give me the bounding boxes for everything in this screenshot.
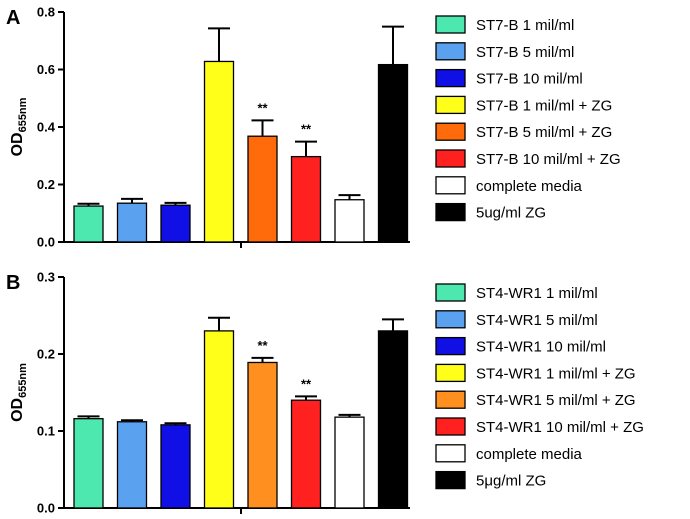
legend-swatch [435,310,466,329]
y-tick-label: 0.2 [37,347,55,362]
y-tick-label: 0.0 [37,235,55,250]
legend-label: ST7-B 10 mil/ml + ZG [476,151,621,168]
legend-swatch [435,68,466,88]
legend-label: ST7-B 10 mil/ml [476,71,583,88]
bar [160,424,191,509]
legend-swatch [435,444,466,463]
bar [247,135,278,243]
panel-a: A OD655nm 0.0 0.2 0.4 0.6 0.8 ** ** ST7-B 1 mil/m… [6,5,621,250]
bar [203,60,235,243]
y-tick-label: 0.1 [37,424,55,439]
significance-marker: ** [301,122,312,137]
legend-label: ST4-WR1 1 mil/ml + ZG [476,365,636,382]
bar [290,155,322,243]
bar [377,330,409,509]
significance-marker: ** [301,376,312,391]
legend-label: 5ug/ml ZG [476,205,546,222]
bar [290,399,322,509]
legend-swatch [435,363,466,383]
legend-label: ST4-WR1 1 mil/ml [476,285,598,302]
panel-letter: B [6,272,20,294]
legend-swatch [435,390,466,409]
y-axis-label: OD655nm [9,363,29,422]
legend-label: ST4-WR1 10 mil/ml [476,339,606,356]
bar [116,421,148,509]
legend-label: ST7-B 1 mil/ml [476,17,574,34]
bar [116,202,148,243]
legend-swatch [435,42,466,61]
panel-b: B OD655nm 0.0 0.1 0.2 0.3 ** ** ST4-WR1 1 mil/ml… [6,270,644,516]
y-tick-label: 0.0 [37,501,55,516]
bar [377,63,409,243]
legend-swatch [435,202,466,222]
y-tick-label: 0.8 [37,5,55,20]
legend-swatch [435,122,466,141]
bar [247,361,278,509]
significance-marker: ** [257,100,268,115]
legend-swatch [435,336,466,356]
legend-swatch [435,176,466,195]
legend-swatch [435,95,466,115]
legend-swatch [435,283,466,302]
bar [334,416,365,509]
legend-label: ST7-B 5 mil/ml + ZG [476,124,612,141]
y-tick-label: 0.2 [37,177,55,192]
significance-marker: ** [257,338,268,353]
bar [160,204,191,243]
legend-swatch [435,417,466,436]
legend-label: ST7-B 1 mil/ml + ZG [476,97,612,114]
legend-label: ST4-WR1 5 mil/ml + ZG [476,392,636,409]
bar [73,418,104,509]
bar [334,199,365,243]
legend-swatch [435,149,466,168]
bar [73,205,104,243]
y-tick-label: 0.6 [37,62,55,77]
y-tick-label: 0.3 [37,270,55,285]
legend-label: ST4-WR1 5 mil/ml [476,312,598,329]
legend-label: ST4-WR1 10 mil/ml + ZG [476,419,644,436]
legend-label: ST7-B 5 mil/ml [476,44,574,61]
legend-label: complete media [476,178,583,195]
bar [203,330,235,509]
legend-label: 5μg/ml ZG [476,473,546,490]
legend-label: complete media [476,446,583,463]
legend-swatch [435,470,466,490]
y-tick-label: 0.4 [37,120,56,135]
y-axis-label: OD655nm [9,97,29,156]
panel-letter: A [6,7,20,29]
legend-swatch [435,15,466,34]
